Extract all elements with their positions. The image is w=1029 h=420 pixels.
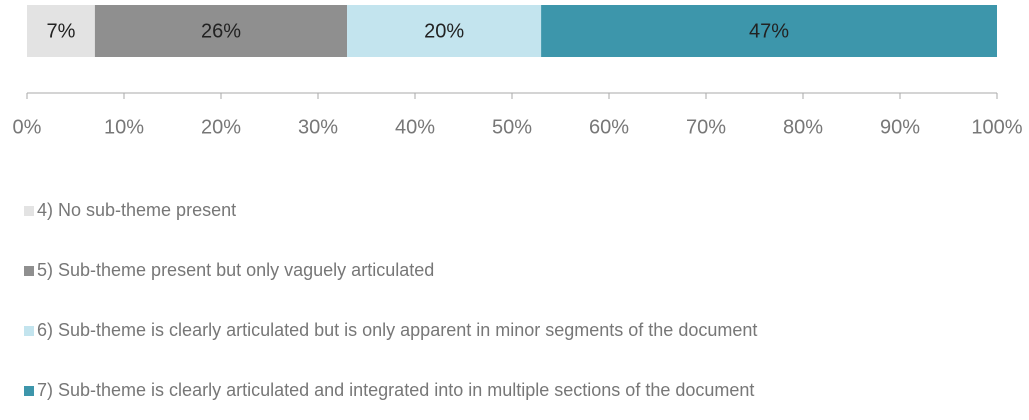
bar-segment xyxy=(94,5,348,57)
legend-label: 6) Sub-theme is clearly articulated but … xyxy=(37,320,757,340)
x-tick-label: 60% xyxy=(589,116,629,138)
x-tick-label: 20% xyxy=(201,116,241,138)
x-tick-label: 80% xyxy=(783,116,823,138)
x-tick-label: 50% xyxy=(492,116,532,138)
legend-swatch xyxy=(24,386,34,396)
legend-swatch xyxy=(24,326,34,336)
legend-label: 7) Sub-theme is clearly articulated and … xyxy=(37,380,754,400)
value-label: 7% xyxy=(46,20,75,42)
legend-label: 4) No sub-theme present xyxy=(37,200,236,220)
x-tick-label: 40% xyxy=(395,116,435,138)
x-tick-label: 90% xyxy=(880,116,920,138)
x-tick-label: 0% xyxy=(13,116,42,138)
bar-segment xyxy=(27,5,95,57)
legend-swatch xyxy=(24,266,34,276)
x-tick-label: 70% xyxy=(686,116,726,138)
bar-segment xyxy=(347,5,542,57)
value-label: 26% xyxy=(201,20,241,42)
value-label: 20% xyxy=(424,20,464,42)
x-tick-label: 100% xyxy=(971,116,1022,138)
x-tick-label: 10% xyxy=(104,116,144,138)
legend-label: 5) Sub-theme present but only vaguely ar… xyxy=(37,260,434,280)
value-label: 47% xyxy=(749,20,789,42)
bar-segment xyxy=(541,5,997,57)
x-tick-label: 30% xyxy=(298,116,338,138)
legend-swatch xyxy=(24,206,34,216)
